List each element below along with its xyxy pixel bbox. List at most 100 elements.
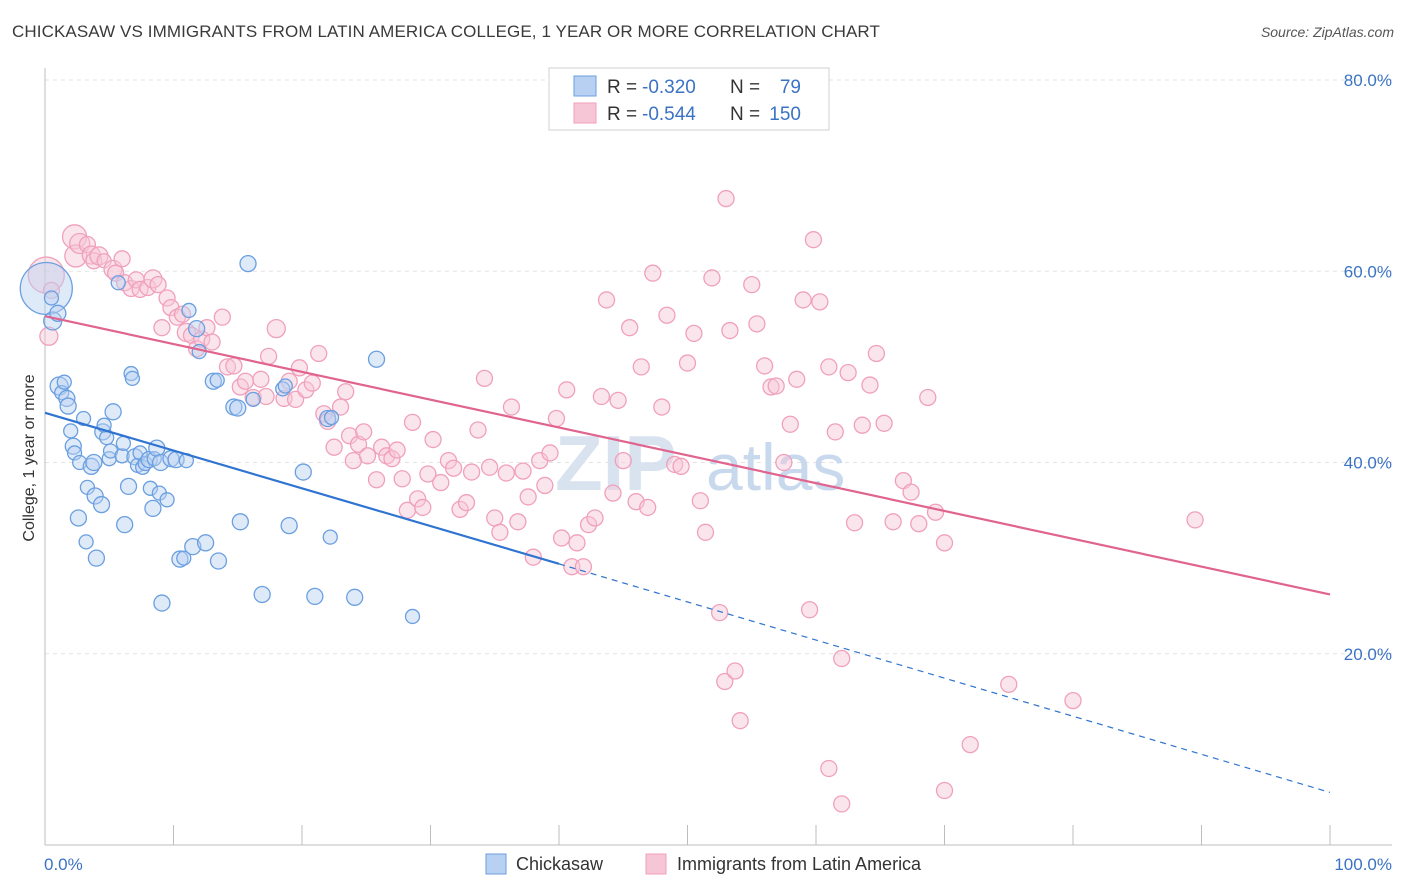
latin-america-point [839,363,857,382]
grid-lines [45,79,1392,655]
latin-america-point [721,321,739,340]
watermark-atlas: atlas [706,430,845,504]
latin-america-point [552,529,571,547]
chickasaw-point [104,403,122,421]
legend-swatch-latin-america [573,102,597,124]
latin-america-point [586,509,604,527]
latin-america-point [113,250,131,268]
latin-america-point [547,409,566,428]
latin-america-point [358,447,377,465]
latin-america-point [826,423,844,441]
latin-america-point [462,463,481,481]
latin-america-point [558,381,576,399]
latin-america-point [331,398,350,416]
latin-america-point [213,308,231,326]
latin-america-point [811,293,829,311]
x-tick-label-max: 100.0% [1334,855,1392,874]
latin-america-point [609,391,627,409]
chickasaw-point [124,370,141,387]
chickasaw-point [176,550,192,566]
latin-america-point [820,759,838,778]
latin-america-point [726,662,744,680]
latin-america-point [383,450,401,468]
chickasaw-point [86,487,104,505]
latin-america-point [457,494,476,512]
latin-america-point [393,470,411,488]
latin-america-point [257,387,275,406]
latin-america-point [310,344,328,363]
chickasaw-point [171,550,189,568]
x-tick-label-min: 0.0% [44,855,83,874]
latin-america-point [644,264,662,282]
chickasaw-point [153,594,171,612]
latin-america-point [632,358,650,376]
latin-america-point [691,492,709,510]
latin-america-point [158,289,176,307]
series-chickasaw-points [19,254,421,625]
latin-america-point [340,427,359,445]
chickasaw-point [63,423,79,439]
chickasaw-point [245,391,261,408]
latin-america-point [355,423,373,441]
chickasaw-point [115,435,132,452]
latin-america-point [541,444,559,462]
latin-america-point [303,374,321,392]
chickasaw-point [196,534,215,552]
latin-america-point [592,387,611,406]
legend-r-label-1: R = [607,77,637,98]
chickasaw-point [119,477,138,496]
latin-america-point [875,414,893,432]
bottom-legend-label-chickasaw: Chickasaw [516,854,604,874]
chickasaw-point [229,399,247,417]
latin-america-point [337,383,355,401]
chickasaw-point [323,409,340,426]
latin-america-point [259,347,278,366]
latin-america-point [225,357,243,375]
latin-america-point [794,291,812,309]
legend-n-label-2: N = [730,104,760,125]
latin-america-point [717,189,735,208]
trend-line-chickasaw-extension [558,563,1331,793]
chickasaw-point [85,453,103,472]
latin-america-point [672,457,690,475]
bottom-legend-swatch-chickasaw [485,853,507,875]
chickasaw-point [144,499,162,518]
latin-america-point [703,269,721,287]
chickasaw-point [346,588,364,606]
chickasaw-point [19,261,73,316]
y-tick-labels: 20.0% 40.0% 60.0% 80.0% [1344,71,1392,664]
chickasaw-point [253,585,271,604]
chickasaw-point [159,492,175,508]
latin-america-point [497,464,515,482]
latin-america-point [621,319,639,337]
chickasaw-point [367,350,386,368]
latin-america-point [403,413,422,431]
latin-america-point [424,430,442,449]
latin-america-point [926,503,945,521]
latin-america-point [408,490,427,508]
latin-america-point [743,275,761,294]
latin-america-point [149,275,167,294]
latin-america-point [39,326,59,346]
latin-america-point [767,377,785,395]
latin-america-point [419,465,437,483]
latin-america-point [1186,511,1204,529]
latin-america-point [203,333,221,351]
latin-america-point [748,315,766,333]
legend-r-value-1: -0.320 [642,77,696,98]
latin-america-point [919,388,937,407]
legend-n-value-1: 79 [780,77,801,98]
latin-america-point [820,358,838,376]
latin-america-point [266,318,286,339]
latin-america-point [597,291,616,309]
latin-america-point [519,488,537,506]
legend-n-value-2: 150 [769,104,801,125]
latin-america-point [867,344,886,363]
latin-america-point [502,398,521,416]
latin-america-point [252,370,270,388]
latin-america-point [568,534,586,552]
bottom-legend: Chickasaw Immigrants from Latin America [485,853,922,875]
chickasaw-point [294,463,312,481]
latin-america-point [475,369,494,388]
